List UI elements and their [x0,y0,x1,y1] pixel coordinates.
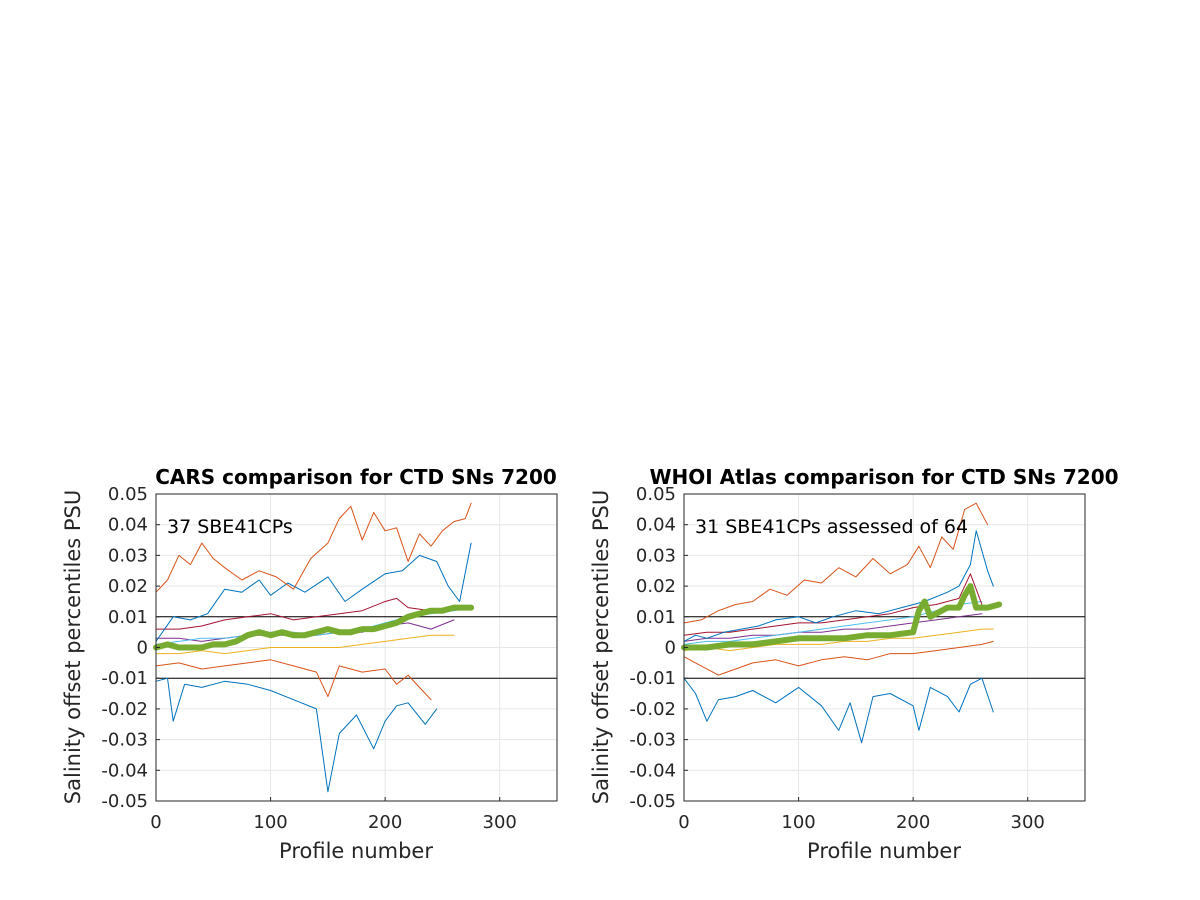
series-line-yellow [155,634,455,655]
series-line-yellow [683,628,994,652]
series-line-green [153,604,475,651]
y-tick-label: -0.02 [101,699,148,720]
x-tick-labels: 0 100 200 300 [678,797,1045,833]
y-tick-label: -0.05 [629,791,676,812]
series-line-orange [155,502,472,593]
x-tick-label: 200 [368,812,402,833]
y-tick-label: 0.02 [108,576,148,597]
x-axis-label: Profile number [807,839,961,863]
x-tick-label: 0 [678,812,689,833]
y-tick-label: -0.04 [629,760,676,781]
x-tick-label: 300 [1011,812,1045,833]
series-line-orange [683,502,989,624]
y-tick-label: 0.05 [108,484,148,505]
y-tick-label: 0.03 [636,545,676,566]
y-tick-label: 0.05 [636,484,676,505]
series-line-orange [683,640,994,676]
series-line-green [681,583,1003,651]
y-tick-label: 0.01 [108,607,148,628]
y-tick-label: -0.01 [629,668,676,689]
y-tick-label: -0.03 [101,730,148,751]
y-tick-label: -0.01 [101,668,148,689]
y-axis-label: Salinity offset percentiles PSU [589,490,613,804]
series-line-cyan [683,601,983,645]
chart-title: CARS comparison for CTD SNs 7200 [155,465,557,489]
series-line-blue [683,677,994,744]
series-group [153,502,475,793]
y-tick-label: 0.04 [636,515,676,536]
reference-lines [156,616,557,679]
y-axis-label: Salinity offset percentiles PSU [61,490,85,804]
chart-title: WHOI Atlas comparison for CTD SNs 7200 [649,465,1118,489]
series-line-blue [683,530,994,642]
y-tick-labels: -0.05 -0.04 -0.03 -0.02 -0.01 0 0.01 0.02 0.03 0.… [629,484,688,812]
y-tick-label: 0.03 [108,545,148,566]
series-line-maroon [155,597,432,630]
whoi-atlas-comparison-chart: 0 100 200 300 -0.05 -0.04 -0.03 -0.02 -0.01 0 0.0… [589,465,1119,863]
series-group [681,502,1003,744]
y-tick-label: -0.05 [101,791,148,812]
series-line-maroon [683,573,983,636]
x-tick-labels: 0 100 200 300 [150,797,517,833]
y-tick-label: 0.02 [636,576,676,597]
series-line-blue [155,542,472,642]
x-tick-label: 200 [896,812,930,833]
series-line-blue [155,677,438,793]
reference-lines [684,616,1085,679]
y-tick-labels: -0.05 -0.04 -0.03 -0.02 -0.01 0 0.01 0.02 0.03 0.… [101,484,160,812]
y-tick-label: 0 [137,638,148,659]
x-axis-label: Profile number [279,839,433,863]
x-tick-label: 0 [150,812,161,833]
series-line-purple [683,613,983,642]
cars-comparison-chart: 0 100 200 300 -0.05 -0.04 -0.03 -0.02 -0.01 0 0.0… [61,465,558,863]
y-tick-label: -0.04 [101,760,148,781]
annotation-text: 37 SBE41CPs [167,516,293,538]
y-tick-label: -0.03 [629,730,676,751]
y-tick-label: 0.04 [108,515,148,536]
y-tick-label: 0 [665,638,676,659]
x-tick-label: 100 [781,812,815,833]
y-tick-label: 0.01 [636,607,676,628]
annotation-text: 31 SBE41CPs assessed of 64 [695,516,968,538]
x-tick-label: 300 [483,812,517,833]
y-tick-label: -0.02 [629,699,676,720]
series-line-orange [155,659,432,701]
x-tick-label: 100 [253,812,287,833]
